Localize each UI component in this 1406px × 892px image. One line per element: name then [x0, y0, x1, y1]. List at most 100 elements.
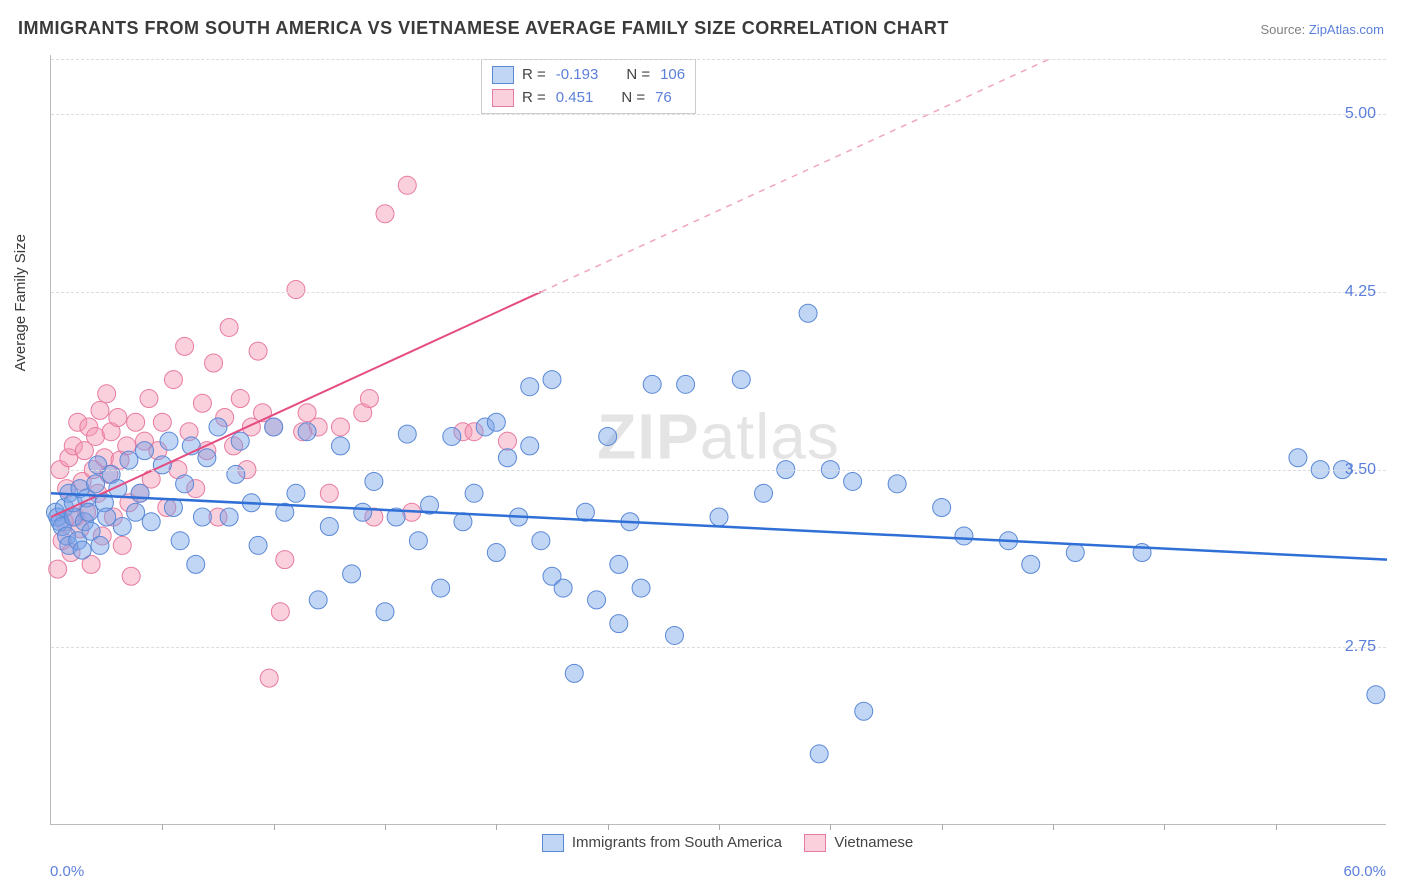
plot-area: ZIPatlas R = -0.193 N = 106 R = 0.451 N …: [50, 55, 1386, 825]
data-point: [276, 551, 294, 569]
x-tick: [1164, 824, 1165, 830]
source-link[interactable]: ZipAtlas.com: [1309, 22, 1384, 37]
data-point: [98, 508, 116, 526]
data-point: [487, 544, 505, 562]
data-point: [109, 408, 127, 426]
data-point: [220, 318, 238, 336]
x-tick: [830, 824, 831, 830]
data-point: [127, 413, 145, 431]
data-point: [198, 449, 216, 467]
data-point: [360, 390, 378, 408]
data-point: [231, 432, 249, 450]
source-prefix: Source:: [1260, 22, 1308, 37]
data-point: [1022, 555, 1040, 573]
r-label-1: R =: [522, 64, 546, 87]
data-point: [1367, 686, 1385, 704]
data-point: [432, 579, 450, 597]
swatch-bottom-2: [804, 834, 826, 852]
y-axis-title: Average Family Size: [12, 234, 29, 371]
data-point: [888, 475, 906, 493]
n-label-1: N =: [626, 64, 650, 87]
data-point: [810, 745, 828, 763]
data-point: [80, 503, 98, 521]
data-point: [354, 503, 372, 521]
data-point: [142, 513, 160, 531]
data-point: [287, 484, 305, 502]
data-point: [343, 565, 361, 583]
gridline: [51, 59, 1386, 60]
data-point: [487, 413, 505, 431]
r-value-1: -0.193: [556, 64, 599, 87]
y-tick-label: 4.25: [1345, 283, 1376, 301]
data-point: [287, 281, 305, 299]
data-point: [127, 503, 145, 521]
data-point: [122, 567, 140, 585]
y-tick-label: 2.75: [1345, 638, 1376, 656]
data-point: [1289, 449, 1307, 467]
data-point: [855, 702, 873, 720]
data-point: [249, 536, 267, 554]
swatch-series1: [492, 66, 514, 84]
data-point: [465, 484, 483, 502]
gridline: [51, 292, 1386, 293]
data-point: [498, 432, 516, 450]
data-point: [755, 484, 773, 502]
plot-svg: [51, 55, 1386, 824]
data-point: [543, 371, 561, 389]
gridline: [51, 470, 1386, 471]
data-point: [554, 579, 572, 597]
data-point: [205, 354, 223, 372]
data-point: [331, 418, 349, 436]
data-point: [955, 527, 973, 545]
stats-row-series2: R = 0.451 N = 76: [492, 87, 685, 110]
trend-line: [51, 292, 541, 517]
r-value-2: 0.451: [556, 87, 594, 110]
stats-row-series1: R = -0.193 N = 106: [492, 64, 685, 87]
n-label-2: N =: [621, 87, 645, 110]
x-tick: [942, 824, 943, 830]
x-tick: [385, 824, 386, 830]
swatch-bottom-1: [542, 834, 564, 852]
page-root: IMMIGRANTS FROM SOUTH AMERICA VS VIETNAM…: [0, 0, 1406, 892]
data-point: [532, 532, 550, 550]
data-point: [187, 555, 205, 573]
data-point: [164, 371, 182, 389]
series1-name: Immigrants from South America: [572, 834, 782, 851]
data-point: [398, 425, 416, 443]
data-point: [98, 385, 116, 403]
data-point: [643, 375, 661, 393]
data-point: [376, 205, 394, 223]
x-tick: [608, 824, 609, 830]
data-point: [87, 475, 105, 493]
n-value-1: 106: [660, 64, 685, 87]
x-tick: [274, 824, 275, 830]
data-point: [160, 432, 178, 450]
data-point: [320, 517, 338, 535]
gridline: [51, 647, 1386, 648]
data-point: [610, 555, 628, 573]
chart-title: IMMIGRANTS FROM SOUTH AMERICA VS VIETNAM…: [18, 18, 949, 39]
x-tick: [1053, 824, 1054, 830]
data-point: [171, 532, 189, 550]
y-tick-label: 5.00: [1345, 105, 1376, 123]
data-point: [153, 413, 171, 431]
data-point: [521, 378, 539, 396]
data-point: [176, 475, 194, 493]
data-point: [588, 591, 606, 609]
data-point: [176, 337, 194, 355]
series2-name: Vietnamese: [834, 834, 913, 851]
data-point: [398, 176, 416, 194]
data-point: [677, 375, 695, 393]
data-point: [454, 513, 472, 531]
data-point: [665, 626, 683, 644]
x-axis-min-label: 0.0%: [50, 863, 84, 880]
stats-legend: R = -0.193 N = 106 R = 0.451 N = 76: [481, 59, 696, 114]
series-legend: Immigrants from South America Vietnamese: [51, 834, 1386, 852]
x-tick: [719, 824, 720, 830]
data-point: [521, 437, 539, 455]
data-point: [91, 401, 109, 419]
x-tick: [1276, 824, 1277, 830]
data-point: [271, 603, 289, 621]
data-point: [231, 390, 249, 408]
data-point: [120, 451, 138, 469]
